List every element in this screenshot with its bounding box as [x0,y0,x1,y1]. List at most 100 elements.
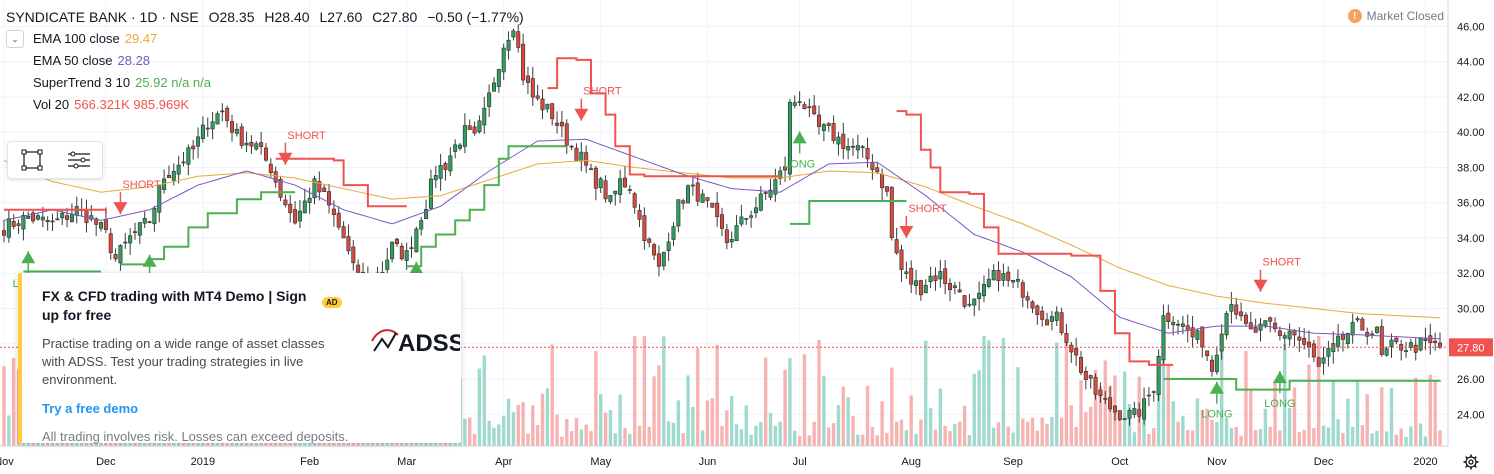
volume-bar [1321,425,1326,446]
candle-body [94,218,99,225]
symbol-header: SYNDICATE BANK · 1D · NSE O28.35 H28.40 … [6,6,530,28]
volume-bar [657,365,661,446]
candle-body [1176,323,1181,326]
volume-bar [1249,390,1253,446]
candle-body [205,127,210,130]
indicator-supertrend[interactable]: SuperTrend 3 10 25.92 n/a n/a [6,72,530,94]
volume-bar [579,429,584,446]
x-tick-label: Dec [1314,456,1334,468]
indicator-volume[interactable]: Vol 20 566.321K 985.969K [6,94,530,116]
volume-bar [1336,419,1340,446]
volume-bar [827,427,831,446]
candle-body [957,289,962,293]
x-tick-label: Aug [901,456,921,468]
volume-bar [734,424,739,446]
candle-body [540,98,545,111]
volume-bar [676,400,681,446]
candle-body [55,218,60,221]
volume-bar [569,431,574,446]
rectangle-tool-icon[interactable] [17,145,47,175]
last-price-label: 27.80 [1457,342,1485,354]
candle-body [1195,330,1200,340]
candle-body [637,210,642,220]
candle-body [758,193,763,211]
volume-bar [1025,421,1030,446]
volume-bar [730,396,734,446]
candle-body [705,197,710,201]
volume-bar [1438,430,1442,446]
candle-body [511,30,516,38]
volume-bar [1244,351,1248,446]
long-arrow-icon [409,261,424,274]
volume-bar [1006,426,1010,446]
candle-body [1379,326,1384,355]
candle-body [1273,322,1278,330]
chevron-down-icon[interactable]: ⌄ [6,30,24,48]
volume-bar [953,423,957,446]
candle-body [166,175,171,178]
candle-body [904,271,909,274]
supertrend-up-line [406,145,567,268]
indicator-value: 25.92 n/a n/a [135,75,211,90]
candle-body [2,230,6,236]
y-tick-label: 42.00 [1457,92,1485,104]
volume-bar [1239,435,1243,446]
volume-bar [1166,364,1171,446]
x-tick-label: 2019 [191,456,215,468]
symbol-title: SYNDICATE BANK · 1D · NSE [6,9,199,25]
candle-body [530,78,535,98]
candle-body [1108,397,1113,410]
candle-body [1423,338,1428,341]
volume-bar [623,427,627,446]
candle-body [841,133,846,149]
volume-bar [865,385,870,446]
volume-bar [468,417,472,446]
candle-body [307,197,312,203]
candle-body [671,226,676,240]
object-tree-icon[interactable] [64,145,94,175]
candle-body [972,298,977,306]
chart-legend: SYNDICATE BANK · 1D · NSE O28.35 H28.40 … [6,6,530,116]
short-arrow-icon [574,108,589,121]
gear-icon[interactable] [1463,454,1479,470]
indicator-value: 566.321K 985.969K [74,97,190,112]
volume-bar [739,429,744,446]
indicator-name: SuperTrend 3 10 [33,75,131,90]
ad-title[interactable]: FX & CFD trading with MT4 Demo | Sign up… [42,288,307,323]
long-label: LONG [1201,409,1232,421]
market-status-label: Market Closed [1366,9,1444,23]
candle-body [1277,330,1282,336]
candle-body [419,220,424,230]
ema50-line [3,138,1441,340]
volume-bar [904,430,909,446]
long-arrow-icon [792,131,807,144]
ad-disclaimer: All trading involves risk. Losses can ex… [42,429,349,444]
candle-body [1336,335,1341,347]
volume-bar [919,419,923,446]
candle-body [1132,408,1137,415]
volume-bar [763,357,768,446]
volume-bar [535,424,540,446]
candle-body [477,120,482,133]
volume-bar [1001,337,1006,446]
volume-bar [982,336,986,446]
volume-bar [603,412,608,446]
ad-banner[interactable]: FX & CFD trading with MT4 Demo | Sign up… [18,273,461,444]
volume-bar [875,435,879,446]
candle-body [1127,409,1132,419]
candle-body [390,241,395,260]
candle-body [108,233,113,254]
indicator-ema50[interactable]: EMA 50 close 28.28 [6,50,530,72]
volume-bar [1394,434,1399,446]
candle-body [394,238,399,245]
volume-bar [487,420,491,446]
ad-cta-link[interactable]: Try a free demo [42,401,139,416]
candle-body [996,270,1001,282]
volume-bar [642,336,647,446]
indicator-ema100[interactable]: ⌄ EMA 100 close 29.47 [6,28,530,50]
candle-body [962,295,967,307]
x-tick-label: Sep [1003,456,1023,468]
candle-body [991,270,996,281]
volume-bar [7,415,11,446]
candle-body [1340,334,1345,340]
